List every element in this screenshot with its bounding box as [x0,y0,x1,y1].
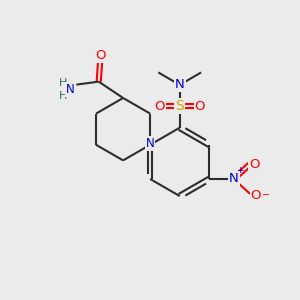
Text: H: H [59,91,68,101]
Text: O: O [195,100,205,113]
Text: H: H [59,78,68,88]
Text: N: N [175,78,184,92]
Text: O: O [154,100,165,113]
Text: N: N [146,137,154,150]
Text: N: N [229,172,238,185]
Text: +: + [236,166,244,175]
Text: O: O [249,158,260,171]
Text: −: − [262,190,271,200]
Text: N: N [66,83,75,96]
Text: O: O [95,49,106,62]
Text: S: S [175,99,184,113]
Text: O: O [251,189,261,202]
